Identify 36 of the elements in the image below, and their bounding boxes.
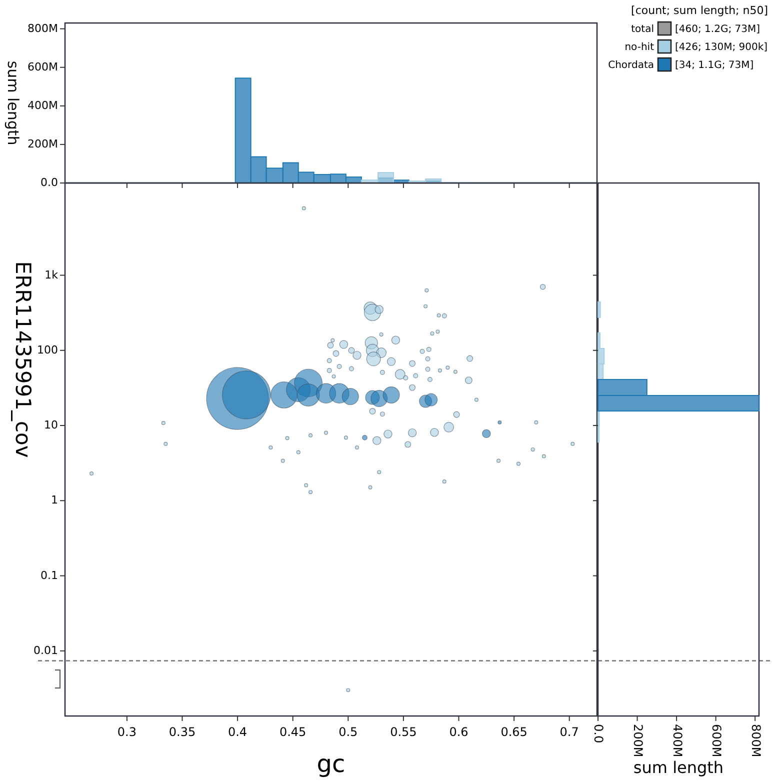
y-tick-label: 1 xyxy=(51,494,58,507)
text: [460; 1.2G; 73M] xyxy=(675,24,760,35)
x-tick-label: 200M xyxy=(630,724,645,758)
legend-title: [count; sum length; n50] xyxy=(631,4,768,17)
y-tick-label: 600M xyxy=(28,60,58,74)
x-tick-label: 0.45 xyxy=(279,725,306,739)
legend-label: no-hit xyxy=(624,42,654,53)
x-tick-label: 0.35 xyxy=(168,725,196,739)
x-tick-label: 0.3 xyxy=(117,725,136,739)
x-tick-label: 0.4 xyxy=(228,725,248,739)
y-tick-label: 400M xyxy=(28,98,58,112)
x-tick-label: 800M xyxy=(748,724,763,758)
legend-label: total xyxy=(631,24,654,35)
text: [426; 130M; 900k] xyxy=(675,42,768,53)
x-axis-title: sum length xyxy=(633,758,724,777)
x-tick-label: 0.0 xyxy=(592,724,606,744)
y-axis-title: sum length xyxy=(4,60,22,146)
x-tick-label: 0.65 xyxy=(500,725,528,739)
legend-label: Chordata xyxy=(608,60,654,71)
y-axis-title: ERR11435991_cov xyxy=(11,261,35,458)
y-tick-label: 0.01 xyxy=(34,644,58,657)
y-tick-label: 1k xyxy=(44,268,59,282)
y-tick-label: 0.1 xyxy=(40,568,58,582)
x-tick-label: 0.5 xyxy=(338,725,358,739)
y-tick-label: 10 xyxy=(44,418,58,432)
x-tick-label: 600M xyxy=(710,724,724,758)
y-tick-label: 0.0 xyxy=(40,176,58,190)
text: [34; 1.1G; 73M] xyxy=(675,60,754,71)
y-tick-label: 800M xyxy=(28,22,58,35)
y-tick-label: 100 xyxy=(37,343,58,356)
x-tick-label: 0.55 xyxy=(390,725,417,739)
y-tick-label: 200M xyxy=(28,137,58,150)
x-tick-label: 400M xyxy=(670,724,684,758)
x-tick-label: 0.7 xyxy=(560,725,579,739)
x-tick-label: 0.6 xyxy=(449,725,468,739)
x-axis-title: gc xyxy=(316,750,346,778)
